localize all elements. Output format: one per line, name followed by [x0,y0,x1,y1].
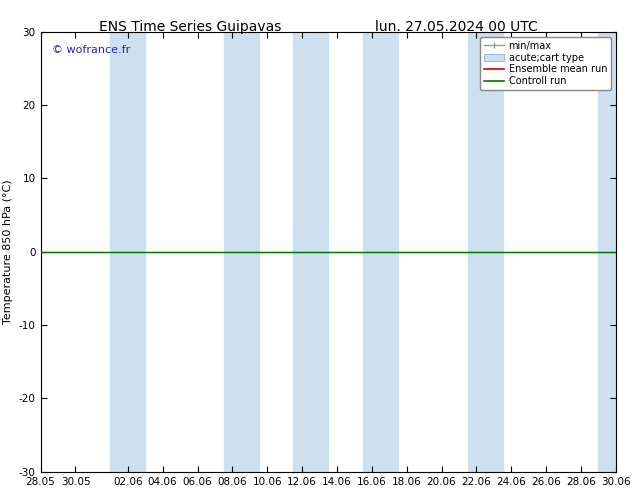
Text: © wofrance.fr: © wofrance.fr [52,45,131,55]
Bar [363,32,398,472]
Y-axis label: Temperature 850 hPa (°C): Temperature 850 hPa (°C) [3,179,13,324]
Text: lun. 27.05.2024 00 UTC: lun. 27.05.2024 00 UTC [375,20,538,34]
Bar [468,32,503,472]
Bar [598,32,633,472]
Text: ENS Time Series Guipavas: ENS Time Series Guipavas [99,20,281,34]
Bar [110,32,145,472]
Bar [294,32,328,472]
Bar [224,32,259,472]
Legend: min/max, acute;cart type, Ensemble mean run, Controll run: min/max, acute;cart type, Ensemble mean … [481,37,611,90]
